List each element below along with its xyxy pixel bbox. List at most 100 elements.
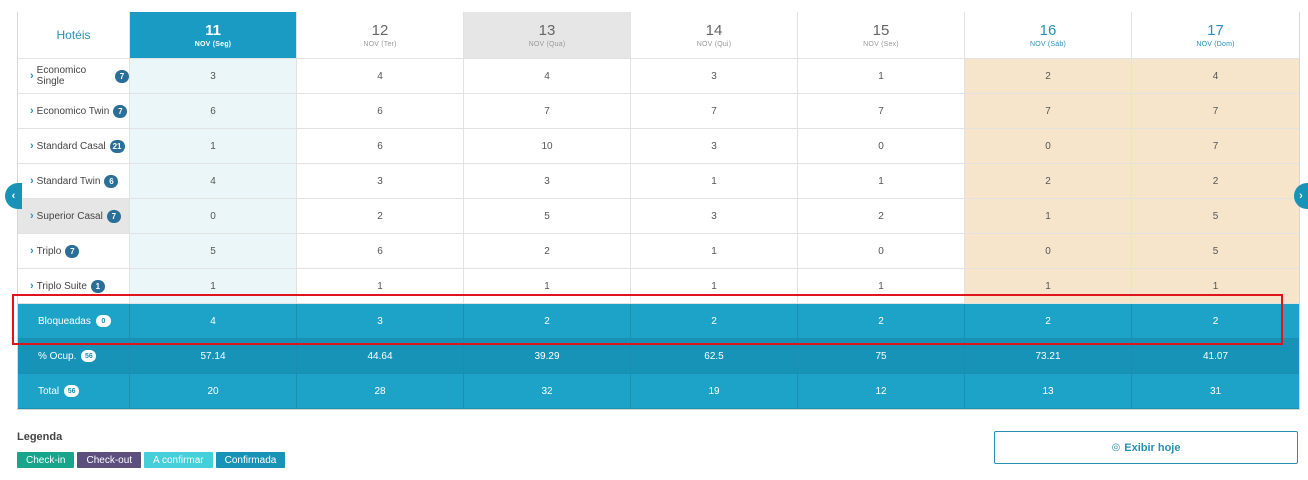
summary-cell: 73.21 bbox=[965, 339, 1132, 374]
room-row: › Standard Casal 21 1 6 10 3 0 0 7 bbox=[18, 129, 1299, 164]
availability-cell[interactable]: 2 bbox=[297, 199, 464, 234]
prev-week-button[interactable]: ‹ bbox=[5, 183, 22, 209]
summary-cell: 2 bbox=[1132, 304, 1299, 339]
availability-cell[interactable]: 1 bbox=[631, 164, 798, 199]
availability-cell[interactable]: 7 bbox=[798, 94, 965, 129]
availability-cell[interactable]: 1 bbox=[798, 269, 965, 304]
date-header-12[interactable]: 12 NOV (Ter) bbox=[297, 12, 464, 59]
availability-cell[interactable]: 2 bbox=[1132, 164, 1299, 199]
room-type-cell[interactable]: › Standard Twin 6 bbox=[18, 164, 130, 199]
availability-cell[interactable]: 0 bbox=[798, 129, 965, 164]
legend: Check-in Check-out A confirmar Confirmad… bbox=[17, 452, 286, 468]
room-row: › Triplo Suite 1 1 1 1 1 1 1 1 bbox=[18, 269, 1299, 304]
summary-count-badge: 56 bbox=[81, 350, 97, 362]
availability-cell[interactable]: 1 bbox=[631, 234, 798, 269]
availability-cell[interactable]: 1 bbox=[798, 164, 965, 199]
availability-cell[interactable]: 6 bbox=[297, 234, 464, 269]
date-header-16[interactable]: 16 NOV (Sáb) bbox=[965, 12, 1132, 59]
summary-cell: 41.07 bbox=[1132, 339, 1299, 374]
availability-cell[interactable]: 0 bbox=[130, 199, 297, 234]
date-header-11[interactable]: 11 NOV (Seg) bbox=[130, 12, 297, 59]
availability-cell[interactable]: 7 bbox=[464, 94, 631, 129]
availability-cell[interactable]: 7 bbox=[1132, 129, 1299, 164]
summary-row: Bloqueadas 0 4 3 2 2 2 2 2 bbox=[18, 304, 1299, 339]
summary-label-cell: Bloqueadas 0 bbox=[18, 304, 130, 339]
summary-label: Total bbox=[38, 385, 60, 397]
summary-cell: 2 bbox=[798, 304, 965, 339]
room-type-cell[interactable]: › Economico Single 7 bbox=[18, 59, 130, 94]
availability-cell[interactable]: 4 bbox=[130, 164, 297, 199]
room-count-badge: 1 bbox=[90, 279, 105, 293]
availability-cell[interactable]: 3 bbox=[631, 129, 798, 164]
room-count-badge: 7 bbox=[113, 104, 128, 118]
summary-cell: 31 bbox=[1132, 374, 1299, 409]
availability-cell[interactable]: 6 bbox=[297, 129, 464, 164]
availability-cell[interactable]: 1 bbox=[798, 59, 965, 94]
availability-cell[interactable]: 0 bbox=[965, 129, 1132, 164]
room-count-badge: 7 bbox=[106, 209, 121, 223]
summary-cell: 12 bbox=[798, 374, 965, 409]
availability-cell[interactable]: 0 bbox=[965, 234, 1132, 269]
availability-cell[interactable]: 10 bbox=[464, 129, 631, 164]
date-header-17[interactable]: 17 NOV (Dom) bbox=[1132, 12, 1299, 59]
room-row: › Triplo 7 5 6 2 1 0 0 5 bbox=[18, 234, 1299, 269]
availability-cell[interactable]: 3 bbox=[631, 199, 798, 234]
show-today-label: Exibir hoje bbox=[1124, 441, 1181, 454]
summary-cell: 2 bbox=[631, 304, 798, 339]
availability-cell[interactable]: 2 bbox=[965, 59, 1132, 94]
next-week-button[interactable]: › bbox=[1294, 183, 1308, 209]
summary-cell: 13 bbox=[965, 374, 1132, 409]
room-type-cell[interactable]: › Triplo Suite 1 bbox=[18, 269, 130, 304]
availability-cell[interactable]: 5 bbox=[464, 199, 631, 234]
availability-cell[interactable]: 2 bbox=[965, 164, 1132, 199]
room-type-cell[interactable]: › Standard Casal 21 bbox=[18, 129, 130, 164]
availability-cell[interactable]: 5 bbox=[1132, 234, 1299, 269]
room-type-label: Standard Twin bbox=[36, 175, 101, 187]
summary-count-badge: 0 bbox=[95, 315, 111, 327]
availability-cell[interactable]: 1 bbox=[297, 269, 464, 304]
availability-cell[interactable]: 6 bbox=[130, 94, 297, 129]
availability-cell[interactable]: 2 bbox=[464, 234, 631, 269]
availability-cell[interactable]: 3 bbox=[130, 59, 297, 94]
room-type-label: Standard Casal bbox=[36, 140, 106, 152]
room-count-badge: 21 bbox=[109, 139, 125, 153]
availability-cell[interactable]: 1 bbox=[464, 269, 631, 304]
date-header-13[interactable]: 13 NOV (Qua) bbox=[464, 12, 631, 59]
availability-cell[interactable]: 2 bbox=[798, 199, 965, 234]
availability-cell[interactable]: 4 bbox=[464, 59, 631, 94]
availability-cell[interactable]: 1 bbox=[1132, 269, 1299, 304]
summary-label-cell: % Ocup. 56 bbox=[18, 339, 130, 374]
room-row: › Economico Twin 7 6 6 7 7 7 7 7 bbox=[18, 94, 1299, 129]
room-type-cell[interactable]: › Triplo 7 bbox=[18, 234, 130, 269]
availability-cell[interactable]: 3 bbox=[631, 59, 798, 94]
availability-cell[interactable]: 4 bbox=[1132, 59, 1299, 94]
availability-cell[interactable]: 7 bbox=[1132, 94, 1299, 129]
show-today-button[interactable]: ◎ Exibir hoje bbox=[994, 431, 1298, 464]
legend-title: Legenda bbox=[17, 431, 63, 443]
availability-cell[interactable]: 5 bbox=[130, 234, 297, 269]
room-type-cell[interactable]: › Superior Casal 7 bbox=[18, 199, 130, 234]
availability-cell[interactable]: 1 bbox=[631, 269, 798, 304]
summary-label-cell: Total 56 bbox=[18, 374, 130, 409]
room-type-cell[interactable]: › Economico Twin 7 bbox=[18, 94, 130, 129]
availability-cell[interactable]: 5 bbox=[1132, 199, 1299, 234]
date-header-15[interactable]: 15 NOV (Sex) bbox=[798, 12, 965, 59]
availability-cell[interactable]: 1 bbox=[965, 269, 1132, 304]
availability-cell[interactable]: 3 bbox=[464, 164, 631, 199]
summary-cell: 28 bbox=[297, 374, 464, 409]
availability-cell[interactable]: 6 bbox=[297, 94, 464, 129]
availability-cell[interactable]: 1 bbox=[965, 199, 1132, 234]
summary-label: Bloqueadas bbox=[38, 315, 91, 327]
availability-cell[interactable]: 3 bbox=[297, 164, 464, 199]
chevron-right-icon: › bbox=[30, 140, 34, 152]
availability-cell[interactable]: 7 bbox=[965, 94, 1132, 129]
availability-cell[interactable]: 0 bbox=[798, 234, 965, 269]
availability-cell[interactable]: 1 bbox=[130, 269, 297, 304]
date-header-14[interactable]: 14 NOV (Qui) bbox=[631, 12, 798, 59]
availability-cell[interactable]: 7 bbox=[631, 94, 798, 129]
summary-row: Total 56 20 28 32 19 12 13 31 bbox=[18, 374, 1299, 409]
availability-cell[interactable]: 1 bbox=[130, 129, 297, 164]
availability-cell[interactable]: 4 bbox=[297, 59, 464, 94]
room-type-label: Triplo bbox=[36, 245, 62, 257]
summary-cell: 19 bbox=[631, 374, 798, 409]
